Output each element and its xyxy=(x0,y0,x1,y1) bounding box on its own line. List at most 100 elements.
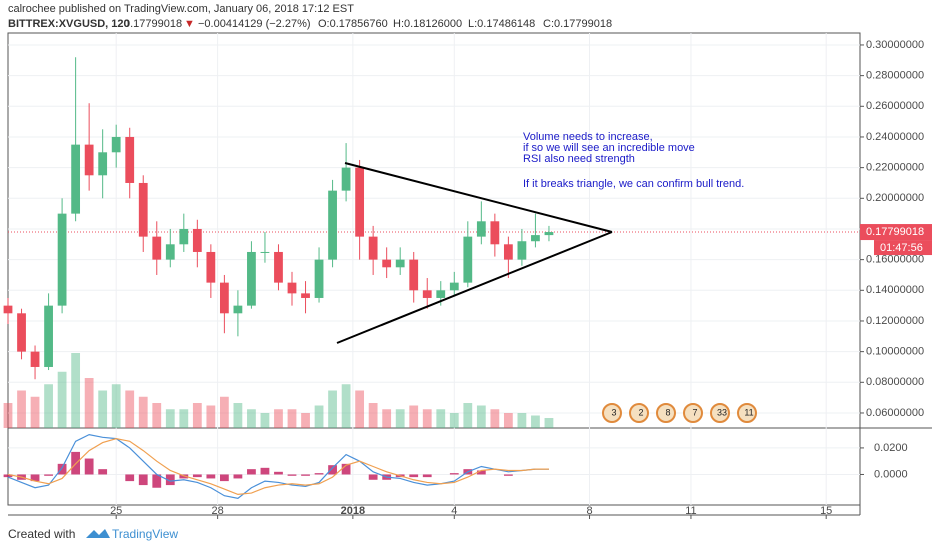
volume-bar xyxy=(233,403,243,428)
volume-bar xyxy=(111,384,121,428)
histogram-bar xyxy=(192,474,202,478)
histogram-bar xyxy=(233,474,243,479)
x-tick-label: 15 xyxy=(820,505,832,517)
volume-bar xyxy=(84,378,94,428)
volume-bar xyxy=(355,390,365,428)
candle-body xyxy=(422,290,432,298)
change-arrow: ▼ xyxy=(184,18,195,30)
volume-bar xyxy=(490,409,500,428)
marks: 3 2 8 7 33 11 xyxy=(3,33,864,519)
candle-body xyxy=(152,236,162,260)
histogram-bar xyxy=(422,474,432,478)
volume-bar xyxy=(517,413,527,428)
histogram-bar xyxy=(98,469,108,475)
candle-body xyxy=(111,136,121,153)
volume-bar xyxy=(3,403,13,428)
x-tick-label: 2018 xyxy=(341,505,365,517)
volume-bar xyxy=(301,413,310,428)
event-flag xyxy=(602,403,622,423)
event-flag xyxy=(629,403,649,423)
y-tick-label: 0.08000000 xyxy=(866,376,924,388)
volume-bar xyxy=(341,384,351,428)
histogram-bar xyxy=(449,473,459,475)
event-flag xyxy=(710,403,730,423)
y-tick-label: 0.20000000 xyxy=(866,192,924,204)
volume-bar xyxy=(314,405,324,428)
candle-body xyxy=(490,221,500,245)
event-label: 2 xyxy=(638,407,643,417)
volume-bar xyxy=(165,409,175,428)
volume-bar xyxy=(57,371,67,428)
candle-body xyxy=(382,259,392,268)
volume-bar xyxy=(382,409,392,428)
candle-body xyxy=(247,251,256,306)
countdown-label: 01:47:56 xyxy=(880,242,923,254)
histogram-bar xyxy=(125,474,135,482)
y-tick-label: 0.22000000 xyxy=(866,162,924,174)
y-tick-label: 0.28000000 xyxy=(866,70,924,82)
volume-bar xyxy=(287,409,297,428)
volume-bar xyxy=(125,390,135,428)
candle-body xyxy=(44,305,53,367)
candle-body xyxy=(17,313,26,352)
candle-body xyxy=(463,236,473,283)
volume-bar xyxy=(409,405,419,428)
histogram-bar xyxy=(368,474,378,480)
volume-bar xyxy=(368,403,378,428)
volume-bar xyxy=(44,384,53,428)
candle-body xyxy=(476,221,486,237)
footer-brand: TradingView xyxy=(112,527,178,541)
volume-bar xyxy=(71,353,81,428)
y-tick-label: 0.0200 xyxy=(874,442,908,454)
volume-bar xyxy=(179,409,189,428)
volume-bar xyxy=(544,418,554,428)
candle-body xyxy=(531,235,540,242)
histogram-bar xyxy=(301,474,310,476)
candle-body xyxy=(287,282,297,294)
volume-bar xyxy=(531,415,540,428)
histogram-bar xyxy=(247,469,256,475)
volume-bar xyxy=(422,409,432,428)
candle-body xyxy=(179,228,189,245)
candle-body xyxy=(57,213,67,306)
indicator-line xyxy=(7,434,549,500)
volume-bar xyxy=(436,409,446,428)
volume-bar xyxy=(503,413,513,428)
annotation: if so we will see an incredible move xyxy=(523,142,695,154)
candle-body xyxy=(395,259,405,268)
change: −0.00414129 (−2.27%) xyxy=(198,18,311,30)
last-price: 0.17799018 xyxy=(124,18,182,30)
histogram-bar xyxy=(84,458,94,475)
y-tick-label: 0.12000000 xyxy=(866,315,924,327)
event-label: 8 xyxy=(665,407,670,417)
close: C:0.17799018 xyxy=(543,18,612,30)
volume-bar xyxy=(260,413,270,428)
byline: calrochee published on TradingView.com, … xyxy=(8,3,354,15)
volume-bar xyxy=(328,390,337,428)
countdown-tag xyxy=(874,240,932,256)
volume-bar xyxy=(449,413,459,428)
candle-body xyxy=(165,244,175,260)
candle-body xyxy=(125,136,135,183)
y-tick-label: 0.24000000 xyxy=(866,131,924,143)
volume-bar xyxy=(98,390,108,428)
candle-body xyxy=(301,293,310,298)
histogram-bar xyxy=(3,474,13,478)
price-tag-label: 0.17799018 xyxy=(866,226,924,238)
y-tick-label: 0.0000 xyxy=(874,468,908,480)
volume-bar xyxy=(30,396,40,428)
candle-body xyxy=(449,282,459,291)
candle-body xyxy=(409,259,419,291)
candle-body xyxy=(328,190,337,260)
event-label: 11 xyxy=(744,407,753,417)
histogram-bar xyxy=(314,473,324,475)
event-flag xyxy=(656,403,676,423)
candle-body xyxy=(341,167,351,191)
y-tick-label: 0.14000000 xyxy=(866,284,924,296)
footer-created: Created with xyxy=(8,527,75,541)
trendline-lower xyxy=(336,231,613,344)
x-tick-label: 11 xyxy=(685,505,696,517)
y-tick-label: 0.10000000 xyxy=(866,346,924,358)
indicator-line xyxy=(7,438,549,495)
